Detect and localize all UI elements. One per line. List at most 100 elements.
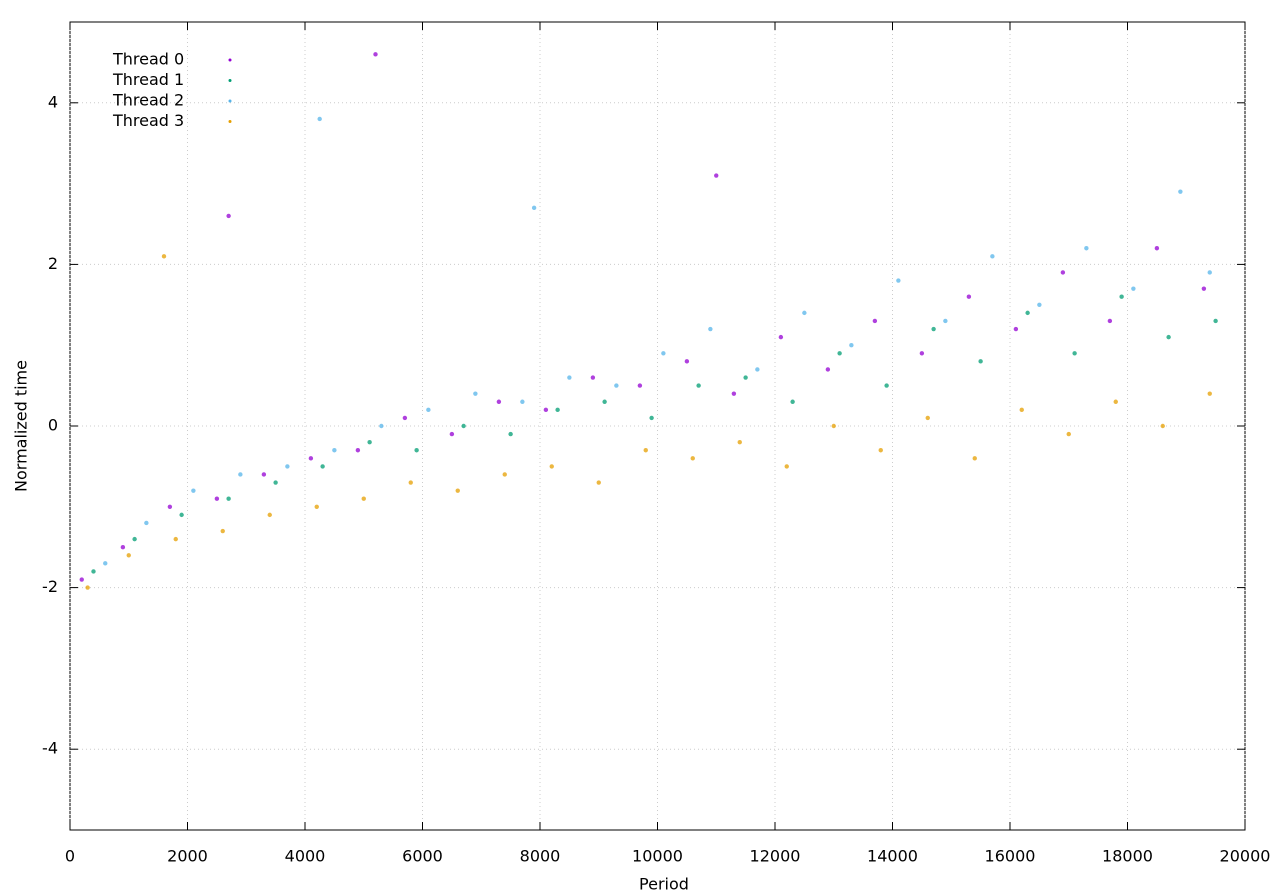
point bbox=[120, 545, 126, 550]
point bbox=[784, 464, 789, 469]
x-tick-label: 16000 bbox=[985, 847, 1036, 866]
y-tick-label: 2 bbox=[48, 254, 58, 273]
point bbox=[1019, 407, 1024, 413]
point bbox=[414, 448, 419, 453]
x-tick-label: 12000 bbox=[750, 847, 801, 866]
point bbox=[696, 383, 701, 388]
point bbox=[643, 448, 648, 453]
point bbox=[496, 399, 502, 404]
point bbox=[261, 472, 267, 477]
point bbox=[555, 407, 560, 413]
point bbox=[226, 496, 231, 501]
point bbox=[308, 456, 314, 461]
point bbox=[884, 383, 889, 388]
point bbox=[361, 496, 366, 501]
point bbox=[1166, 334, 1171, 340]
point bbox=[1060, 270, 1066, 275]
point bbox=[825, 367, 831, 372]
point bbox=[878, 448, 883, 453]
x-tick-label: 18000 bbox=[1102, 847, 1153, 866]
point bbox=[379, 423, 384, 429]
y-tick-label: -4 bbox=[42, 739, 58, 758]
point bbox=[1160, 423, 1165, 429]
x-tick-label: 6000 bbox=[402, 847, 443, 866]
point bbox=[931, 326, 936, 332]
y-tick-label: 0 bbox=[48, 416, 58, 435]
point bbox=[273, 480, 278, 485]
point bbox=[590, 375, 596, 380]
point bbox=[543, 407, 549, 413]
point bbox=[567, 375, 572, 380]
point bbox=[79, 577, 84, 582]
point bbox=[978, 359, 983, 364]
x-tick-label: 8000 bbox=[520, 847, 561, 866]
point bbox=[872, 318, 878, 324]
point bbox=[179, 512, 184, 518]
x-axis-label: Period bbox=[639, 875, 689, 894]
point bbox=[1178, 189, 1183, 194]
point bbox=[355, 448, 361, 453]
legend-swatch bbox=[228, 79, 232, 82]
point bbox=[531, 205, 537, 211]
point bbox=[990, 254, 995, 259]
point bbox=[1207, 270, 1212, 275]
point bbox=[637, 383, 643, 388]
point bbox=[1037, 302, 1042, 307]
point bbox=[1201, 286, 1207, 291]
point bbox=[267, 512, 272, 518]
point bbox=[402, 415, 408, 421]
point bbox=[837, 351, 842, 356]
point bbox=[943, 318, 948, 324]
point bbox=[367, 439, 372, 445]
point bbox=[849, 343, 854, 348]
point bbox=[144, 520, 149, 526]
point bbox=[1207, 391, 1212, 396]
point bbox=[649, 415, 654, 421]
point bbox=[1072, 351, 1077, 356]
legend-label: Thread 0 bbox=[112, 50, 184, 69]
point bbox=[925, 415, 930, 421]
point bbox=[1213, 318, 1218, 324]
legend-swatch bbox=[228, 58, 232, 62]
point bbox=[549, 464, 554, 469]
point bbox=[684, 359, 690, 364]
legend-swatch bbox=[228, 99, 232, 103]
point bbox=[778, 334, 784, 340]
legend-swatch bbox=[228, 120, 232, 123]
point bbox=[731, 391, 737, 396]
point bbox=[520, 399, 525, 404]
legend-label: Thread 1 bbox=[112, 70, 184, 89]
point bbox=[191, 488, 196, 493]
point bbox=[373, 52, 378, 57]
point bbox=[132, 536, 137, 542]
point bbox=[790, 399, 795, 404]
point bbox=[1013, 326, 1019, 332]
x-tick-label: 4000 bbox=[285, 847, 326, 866]
point bbox=[972, 456, 977, 461]
point bbox=[238, 472, 243, 477]
point bbox=[167, 504, 173, 509]
point bbox=[1154, 246, 1160, 251]
point bbox=[737, 439, 742, 445]
point bbox=[85, 585, 90, 590]
point bbox=[1131, 286, 1136, 291]
point bbox=[161, 254, 167, 259]
point bbox=[91, 569, 96, 574]
point bbox=[173, 536, 178, 542]
point bbox=[408, 480, 413, 485]
x-tick-label: 14000 bbox=[867, 847, 918, 866]
point bbox=[320, 464, 325, 469]
point bbox=[314, 504, 319, 509]
point bbox=[103, 561, 108, 566]
y-tick-label: 4 bbox=[48, 92, 58, 111]
point bbox=[831, 423, 836, 429]
point bbox=[966, 294, 972, 299]
point bbox=[285, 464, 290, 469]
y-tick-label: -2 bbox=[42, 577, 58, 596]
point bbox=[802, 310, 807, 316]
point bbox=[126, 553, 131, 558]
point bbox=[317, 116, 322, 122]
point bbox=[449, 431, 455, 437]
legend-label: Thread 2 bbox=[112, 91, 184, 110]
